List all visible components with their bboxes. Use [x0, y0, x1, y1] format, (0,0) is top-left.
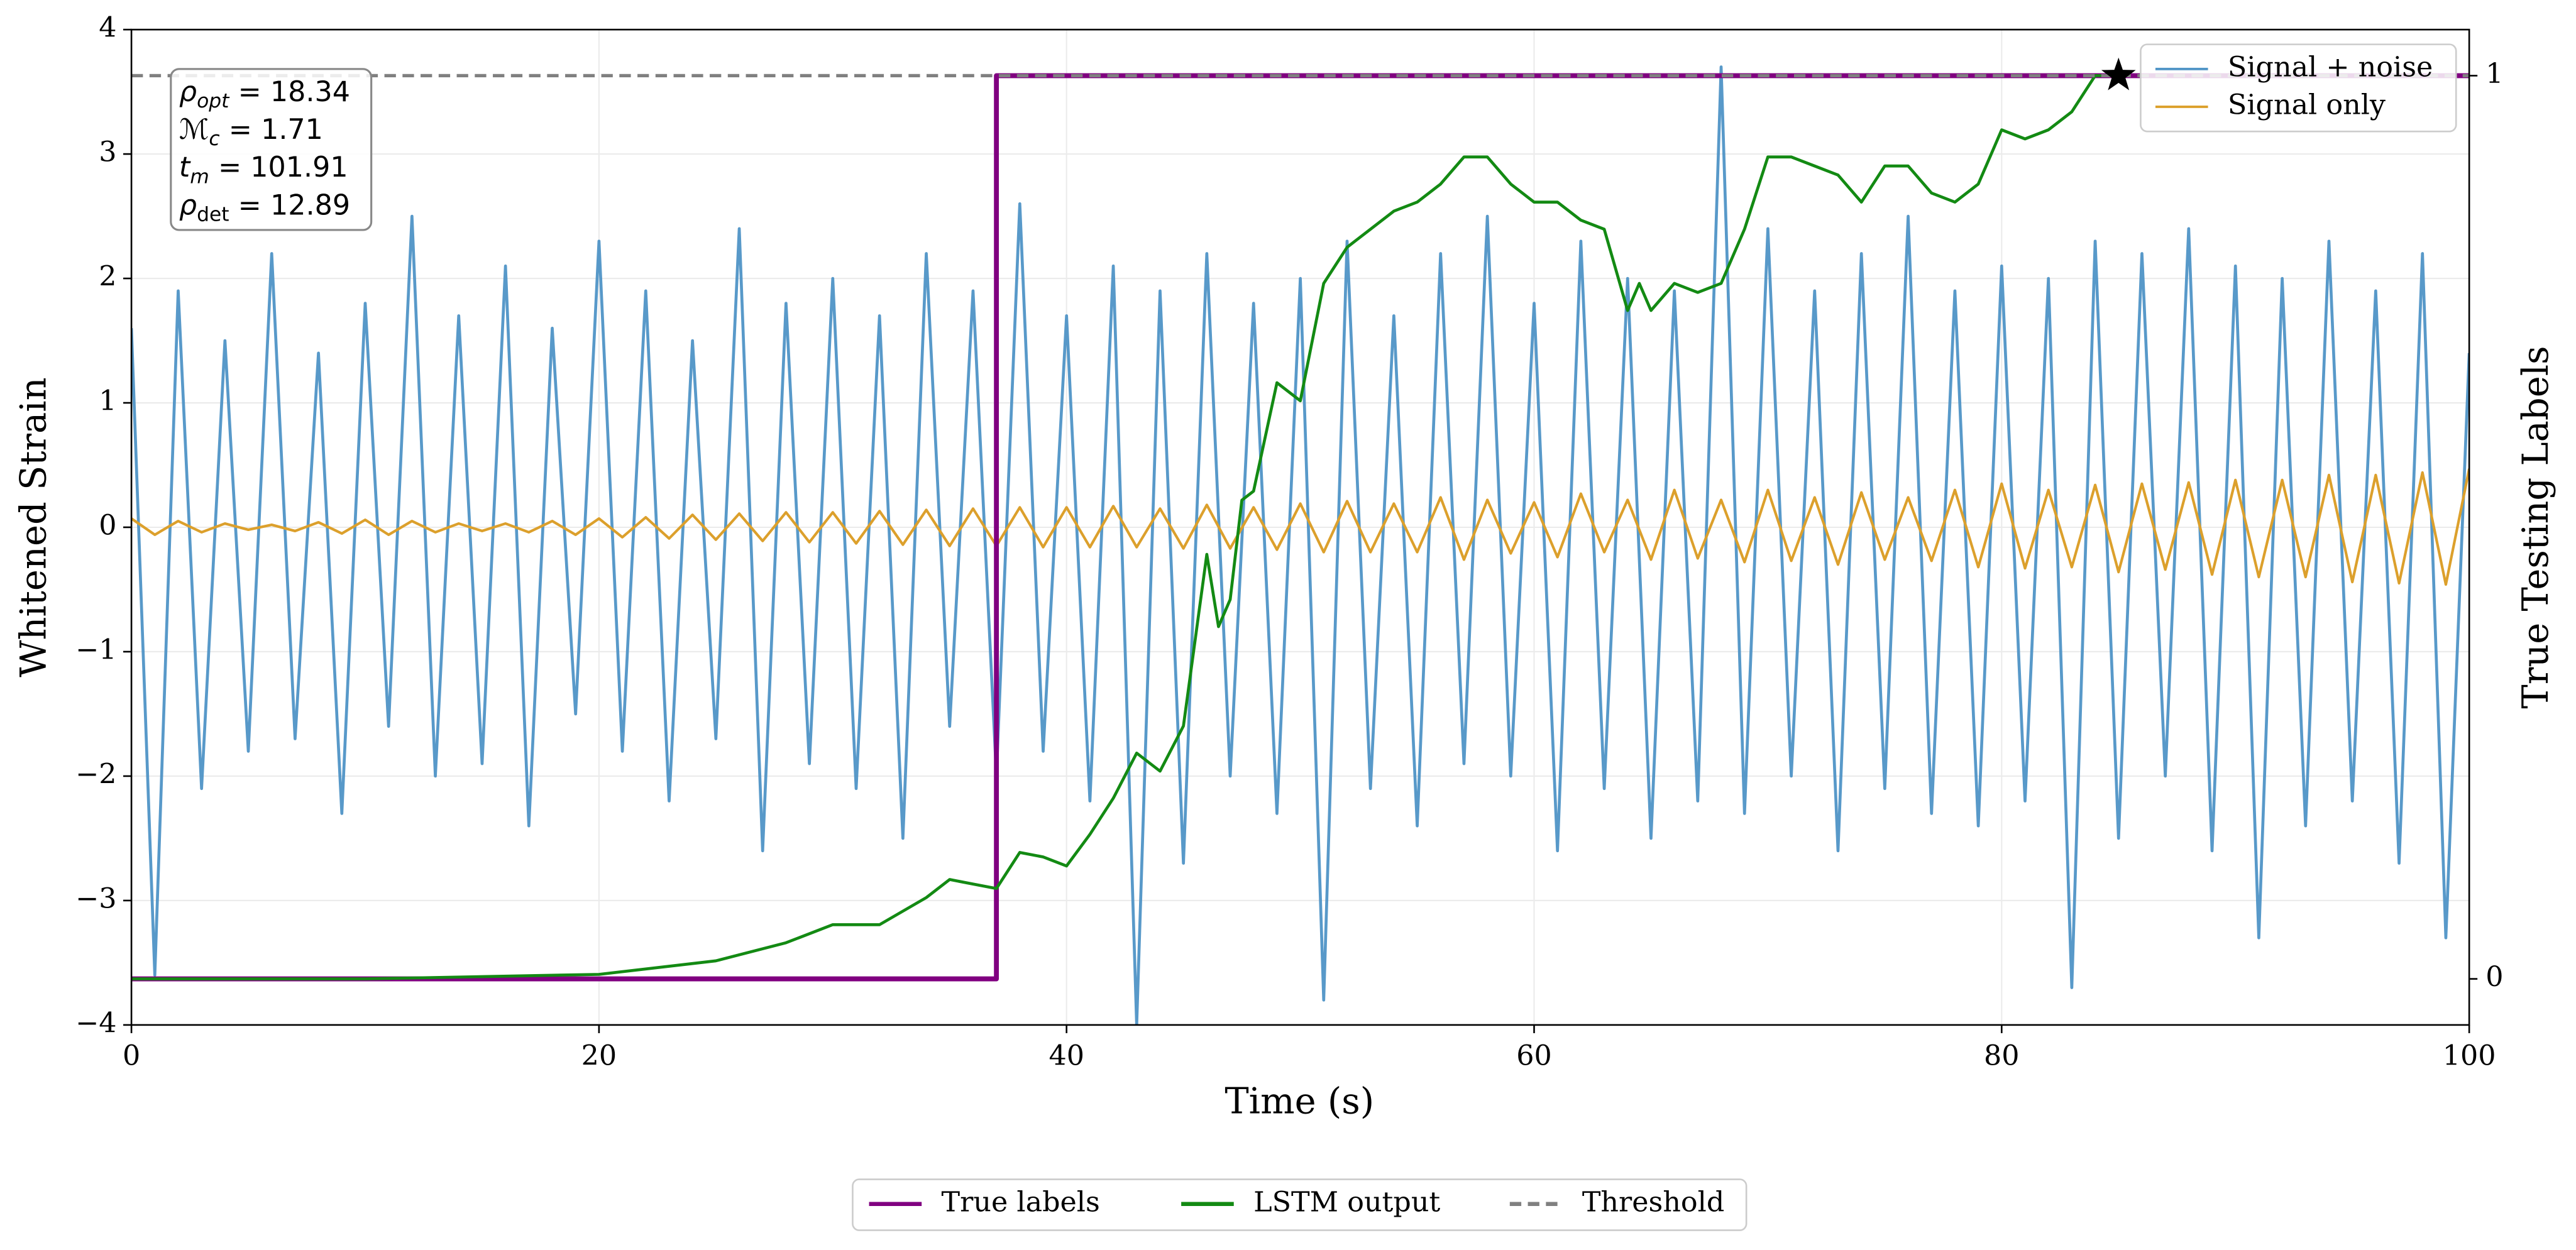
y-tick-label: 2 — [99, 261, 116, 293]
legend: Signal + noise Signal only — [2140, 43, 2457, 133]
x-tick-label: 0 — [123, 1040, 140, 1072]
annotation-equals: = — [209, 151, 250, 184]
y2-axis-label: True Testing Labels — [2514, 346, 2557, 708]
y-tick-label: −1 — [75, 633, 116, 666]
x-tick-label: 20 — [581, 1040, 617, 1072]
annotation: tm = 101.91 — [179, 151, 348, 188]
y-axis-label: Whitened Strain — [13, 377, 55, 677]
annotation-symbol: t — [179, 151, 191, 184]
plot-area — [131, 65, 2470, 1025]
legend-box — [852, 1178, 1748, 1231]
annotation-equals: = — [229, 189, 270, 221]
y-tick-label: 4 — [99, 12, 116, 44]
annotation-value: 101.91 — [250, 151, 348, 184]
annotation: ℳc = 1.71 — [179, 114, 323, 150]
series-line — [131, 468, 2470, 586]
x-tick-label: 100 — [2443, 1040, 2496, 1072]
y-tick-label: −2 — [75, 758, 116, 790]
annotation-symbol: ρ — [179, 76, 197, 108]
annotation: ρdet = 12.89 — [179, 189, 350, 226]
annotation-equals: = — [220, 114, 261, 146]
annotation-value: 18.34 — [270, 76, 350, 108]
annotation-box — [170, 68, 373, 231]
legend-label: Signal only — [2228, 89, 2386, 121]
annotation-value: 12.89 — [270, 189, 350, 221]
annotation-subscript: det — [197, 203, 229, 226]
y-tick-label: −3 — [75, 882, 116, 914]
y-tick-label: 3 — [99, 136, 116, 168]
series-line — [131, 74, 2119, 980]
legend-label: Threshold — [1582, 1186, 1724, 1218]
x-tick-label: 60 — [1516, 1040, 1552, 1072]
legend-label: True labels — [942, 1186, 1100, 1218]
x-axis-label: Time (s) — [1225, 1080, 1374, 1122]
annotation-symbol: ρ — [179, 189, 197, 221]
legend: True labels LSTM output Threshold — [852, 1178, 1748, 1231]
annotation: ρopt = 18.34 — [179, 76, 350, 112]
annotation-value: 1.71 — [261, 114, 323, 146]
legend-label: LSTM output — [1253, 1186, 1440, 1218]
y-tick-label: 1 — [99, 385, 116, 417]
annotation-subscript: m — [190, 165, 209, 188]
legend-box — [2140, 43, 2457, 133]
x-tick-label: 80 — [1984, 1040, 2020, 1072]
axes-frame — [130, 28, 2470, 1026]
annotation-symbol: ℳ — [179, 114, 209, 146]
star-marker — [2101, 57, 2136, 90]
y-tick-label: 0 — [99, 509, 116, 541]
annotation-subscript: c — [209, 128, 219, 150]
series-line — [131, 65, 2470, 1025]
y2-tick-label: 1 — [2485, 58, 2503, 90]
annotation-subscript: opt — [197, 90, 230, 112]
y-tick-label: −4 — [75, 1007, 116, 1039]
legend-label: Signal + noise — [2228, 51, 2433, 83]
x-tick-label: 40 — [1049, 1040, 1084, 1072]
annotation-equals: = — [229, 76, 270, 108]
y2-tick-label: 0 — [2485, 961, 2503, 993]
